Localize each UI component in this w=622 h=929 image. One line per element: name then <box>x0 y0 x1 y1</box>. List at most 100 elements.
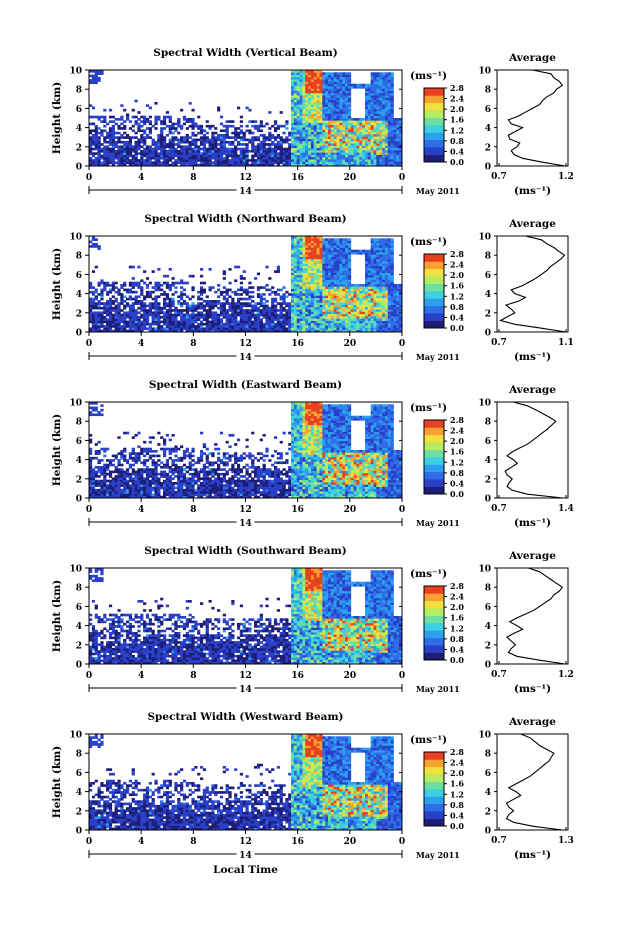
heatmap-cell <box>211 152 215 155</box>
heatmap-cell <box>350 286 354 289</box>
heatmap-cell <box>106 327 110 331</box>
heatmap-cell <box>89 115 93 119</box>
heatmap-cell <box>319 147 323 151</box>
heatmap-cell <box>211 136 215 139</box>
heatmap-cell <box>191 309 195 312</box>
heatmap-cell <box>239 136 244 139</box>
heatmap-cell <box>302 127 306 130</box>
heatmap-cell <box>199 320 204 324</box>
heatmap-cell <box>308 277 312 280</box>
heatmap-cell <box>197 311 201 315</box>
heatmap-cell <box>330 88 335 91</box>
heatmap-cell <box>171 313 175 317</box>
heatmap-cell <box>231 150 235 153</box>
heatmap-cell <box>310 268 315 271</box>
heatmap-cell <box>265 147 269 151</box>
heatmap-cell <box>347 138 352 142</box>
heatmap-cell <box>362 293 366 296</box>
heatmap-cell <box>342 102 346 105</box>
heatmap-cell <box>291 281 295 285</box>
heatmap-cell <box>114 304 118 308</box>
avg-y-tick-label: 2 <box>485 143 491 153</box>
heatmap-cell <box>330 242 335 246</box>
heatmap-cell <box>97 152 101 155</box>
heatmap-cell <box>359 284 363 287</box>
heatmap-cell <box>154 309 158 312</box>
heatmap-cell <box>282 325 286 328</box>
heatmap-cell <box>162 281 167 285</box>
heatmap-cell <box>336 316 340 319</box>
heatmap-cell <box>128 316 133 319</box>
heatmap-cell <box>310 113 315 117</box>
heatmap-cell <box>182 320 187 324</box>
heatmap-cell <box>370 102 374 105</box>
heatmap-cell <box>103 309 107 312</box>
heatmap-cell <box>370 279 374 283</box>
heatmap-cell <box>265 284 269 287</box>
heatmap-cell <box>154 288 158 292</box>
heatmap-cell <box>293 263 298 267</box>
heatmap-cell <box>313 83 317 87</box>
heatmap-cell <box>199 304 204 308</box>
heatmap-cell <box>353 311 357 315</box>
heatmap-cell <box>367 311 372 315</box>
heatmap-cell <box>225 140 229 144</box>
heatmap-cell <box>108 318 113 321</box>
heatmap-cell <box>347 284 352 287</box>
heatmap-cell <box>345 313 349 317</box>
heatmap-cell <box>350 320 354 324</box>
heatmap-cell <box>367 263 372 267</box>
heatmap-cell <box>94 322 98 326</box>
heatmap-cell <box>254 309 258 312</box>
heatmap-cell <box>256 159 261 162</box>
day-label: 14 <box>239 187 252 197</box>
heatmap-cell <box>370 152 374 155</box>
heatmap-cell <box>330 325 335 328</box>
heatmap-cell <box>211 329 215 333</box>
heatmap-cell <box>296 268 300 271</box>
heatmap-cell <box>291 268 295 271</box>
heatmap-cell <box>143 297 147 301</box>
heatmap-cell <box>319 249 323 253</box>
heatmap-cell <box>134 325 138 328</box>
heatmap-cell <box>342 143 346 146</box>
heatmap-cell <box>370 88 374 91</box>
heatmap-cell <box>293 309 298 312</box>
heatmap-cell <box>293 72 298 75</box>
heatmap-cell <box>165 115 170 119</box>
heatmap-cell <box>399 134 403 137</box>
heatmap-cell <box>367 290 372 294</box>
heatmap-cell <box>353 286 357 289</box>
heatmap-cell <box>103 316 107 319</box>
heatmap-cell <box>359 325 363 328</box>
heatmap-cell <box>106 284 110 287</box>
heatmap-cell <box>228 136 232 139</box>
heatmap-cell <box>319 161 323 165</box>
heatmap-cell <box>140 134 144 137</box>
heatmap-cell <box>376 300 380 303</box>
heatmap-cell <box>308 88 312 91</box>
heatmap-cell <box>125 154 130 158</box>
heatmap-cell <box>387 131 391 135</box>
heatmap-cell <box>319 145 323 149</box>
heatmap-cell <box>345 238 349 241</box>
heatmap-cell <box>342 316 346 319</box>
heatmap-cell <box>128 325 133 328</box>
heatmap-cell <box>256 150 261 153</box>
heatmap-cell <box>231 143 235 146</box>
heatmap-cell <box>265 150 269 153</box>
heatmap-cell <box>222 140 226 144</box>
heatmap-cell <box>399 154 403 158</box>
heatmap-cell <box>296 152 300 155</box>
heatmap-cell <box>387 108 391 112</box>
heatmap-cell <box>365 327 369 331</box>
heatmap-cell <box>365 86 369 89</box>
heatmap-cell <box>376 304 380 308</box>
heatmap-cell <box>345 302 349 305</box>
heatmap-cell <box>339 288 343 292</box>
heatmap-cell <box>345 254 349 257</box>
heatmap-cell <box>120 147 124 151</box>
heatmap-cell <box>367 122 372 126</box>
heatmap-cell <box>310 290 315 294</box>
heatmap-cell <box>325 327 329 331</box>
